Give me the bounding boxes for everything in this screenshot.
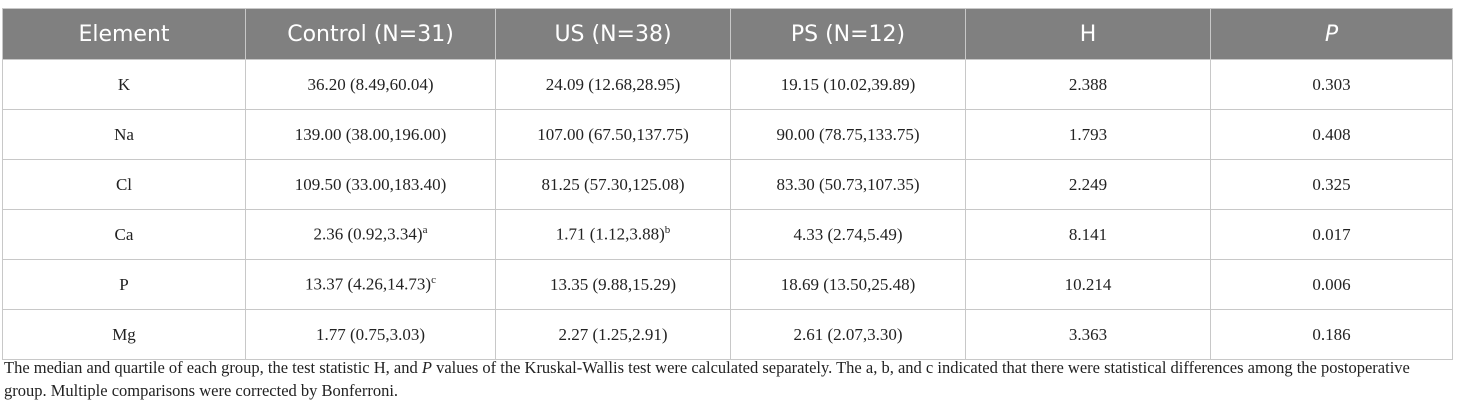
table-cell: 81.25 (57.30,125.08): [495, 159, 731, 210]
table-row: Cl 109.50 (33.00,183.40) 81.25 (57.30,125.…: [2, 159, 1453, 210]
table-cell: Mg: [2, 309, 246, 360]
table-cell: 0.186: [1210, 309, 1453, 360]
table-cell: 0.408: [1210, 109, 1453, 160]
table-row: Mg 1.77 (0.75,3.03) 2.27 (1.25,2.91) 2.61 (…: [2, 309, 1453, 360]
data-table: Element Control (N=31) US (N=38) PS (N=12) H…: [2, 8, 1453, 360]
cell-text: 2.36 (0.92,3.34): [313, 224, 423, 244]
table-cell: K: [2, 59, 246, 110]
table-cell: 2.249: [965, 159, 1211, 210]
table-cell: 0.017: [1210, 209, 1453, 260]
table-cell: Cl: [2, 159, 246, 210]
table-cell: Na: [2, 109, 246, 160]
table-cell: 36.20 (8.49,60.04): [245, 59, 496, 110]
table-cell: 109.50 (33.00,183.40): [245, 159, 496, 210]
table-cell: 10.214: [965, 259, 1211, 310]
table-cell: Ca: [2, 209, 246, 260]
table-cell: 2.61 (2.07,3.30): [730, 309, 966, 360]
superscript: a: [422, 224, 428, 237]
header-cell: Control (N=31): [245, 8, 496, 60]
header-cell: US (N=38): [495, 8, 731, 60]
table-cell: 4.33 (2.74,5.49): [730, 209, 966, 260]
table-cell: 107.00 (67.50,137.75): [495, 109, 731, 160]
table-cell: 0.325: [1210, 159, 1453, 210]
superscript: b: [664, 224, 671, 237]
table-cell: 90.00 (78.75,133.75): [730, 109, 966, 160]
note-text: The median and quartile of each group, t…: [4, 358, 422, 377]
table-row: K 36.20 (8.49,60.04) 24.09 (12.68,28.95) 19…: [2, 59, 1453, 110]
table-cell: 1.71 (1.12,3.88)b: [495, 209, 731, 260]
footnote: The median and quartile of each group, t…: [4, 356, 1456, 402]
table-cell: 3.363: [965, 309, 1211, 360]
table-cell: 139.00 (38.00,196.00): [245, 109, 496, 160]
header-cell: P: [1210, 8, 1453, 60]
table-cell: 1.793: [965, 109, 1211, 160]
table-cell: 24.09 (12.68,28.95): [495, 59, 731, 110]
note-text: values of the Kruskal-Wallis test were c…: [4, 358, 1410, 400]
table-cell: 2.388: [965, 59, 1211, 110]
header-row: Element Control (N=31) US (N=38) PS (N=12) H…: [2, 8, 1453, 60]
table-row: Na 139.00 (38.00,196.00) 107.00 (67.50,137…: [2, 109, 1453, 160]
note-text: P: [421, 358, 432, 377]
table-row: P 13.37 (4.26,14.73)c 13.35 (9.88,15.29) 18…: [2, 259, 1453, 310]
table-cell: 8.141: [965, 209, 1211, 260]
table-cell: 1.77 (0.75,3.03): [245, 309, 496, 360]
table-cell: 2.36 (0.92,3.34)a: [245, 209, 496, 260]
table-cell: 0.006: [1210, 259, 1453, 310]
header-cell: PS (N=12): [730, 8, 966, 60]
table-cell: 18.69 (13.50,25.48): [730, 259, 966, 310]
table-body: K 36.20 (8.49,60.04) 24.09 (12.68,28.95) 19…: [2, 59, 1453, 360]
table-cell: 83.30 (50.73,107.35): [730, 159, 966, 210]
cell-text: 13.37 (4.26,14.73): [305, 274, 432, 294]
table-cell: 13.35 (9.88,15.29): [495, 259, 731, 310]
table-cell: 2.27 (1.25,2.91): [495, 309, 731, 360]
header-cell: H: [965, 8, 1211, 60]
table-cell: 0.303: [1210, 59, 1453, 110]
table-cell: 13.37 (4.26,14.73)c: [245, 259, 496, 310]
table-row: Ca 2.36 (0.92,3.34)a 1.71 (1.12,3.88)b 4.33…: [2, 209, 1453, 260]
table-cell: P: [2, 259, 246, 310]
superscript: c: [431, 274, 436, 287]
cell-text: 1.71 (1.12,3.88): [555, 224, 665, 244]
header-cell: Element: [2, 8, 246, 60]
table-cell: 19.15 (10.02,39.89): [730, 59, 966, 110]
